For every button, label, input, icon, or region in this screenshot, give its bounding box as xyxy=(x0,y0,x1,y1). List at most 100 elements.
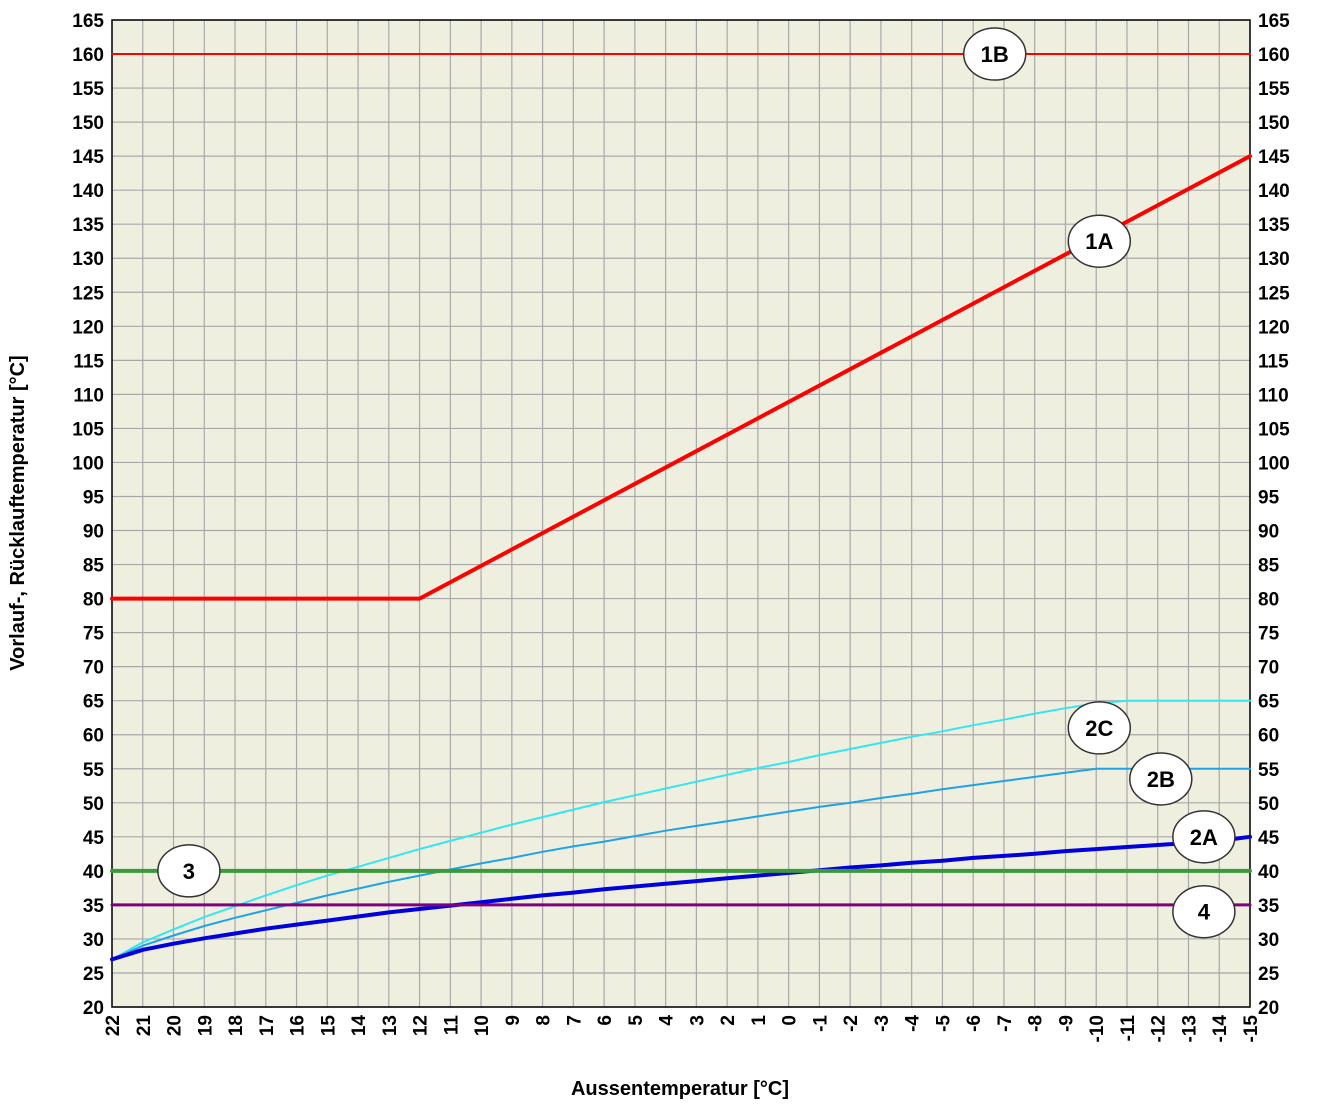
x-tick-label: -8 xyxy=(1026,1015,1047,1032)
y-axis-title: Vorlauf-, Rücklauftemperatur [°C] xyxy=(7,355,29,670)
y-tick-label-right: 95 xyxy=(1258,487,1280,508)
x-tick-label: 22 xyxy=(103,1015,124,1036)
x-tick-label: -9 xyxy=(1056,1015,1077,1032)
y-tick-label-left: 25 xyxy=(83,964,105,985)
annotation-bubble xyxy=(1172,810,1236,864)
y-tick-label-left: 90 xyxy=(83,522,104,543)
y-tick-label-left: 50 xyxy=(83,794,104,815)
x-tick-label: -3 xyxy=(872,1015,893,1032)
annotation-label: 2A xyxy=(1190,825,1218,850)
x-tick-label: -1 xyxy=(810,1015,831,1032)
x-tick-label: 8 xyxy=(534,1015,555,1026)
series-line-2b xyxy=(111,767,1251,961)
annotation-bubble xyxy=(1067,214,1132,268)
y-tick-label-left: 95 xyxy=(83,487,105,508)
x-tick-label: 13 xyxy=(380,1015,401,1036)
y-axis-left-ticks: 20 25 30 35 40 45 50 55 60 65 70 75 80 85 90 95 100 105 11… xyxy=(72,11,104,1019)
y-tick-label-right: 75 xyxy=(1258,624,1280,645)
y-tick-label-left: 145 xyxy=(72,147,104,168)
x-tick-label: 10 xyxy=(472,1015,493,1036)
x-tick-label: 12 xyxy=(411,1015,432,1036)
y-tick-label-right: 105 xyxy=(1258,419,1290,440)
y-tick-label-left: 100 xyxy=(72,453,104,474)
y-tick-label-left: 85 xyxy=(83,556,105,577)
x-tick-label: -13 xyxy=(1179,1015,1200,1042)
x-tick-label: -7 xyxy=(995,1015,1016,1032)
y-tick-label-right: 45 xyxy=(1258,828,1280,849)
y-tick-label-left: 165 xyxy=(72,11,104,32)
y-tick-label-right: 85 xyxy=(1258,556,1280,577)
y-tick-label-right: 120 xyxy=(1258,317,1290,338)
x-tick-label: -2 xyxy=(841,1015,862,1032)
y-tick-label-left: 35 xyxy=(83,896,105,917)
y-tick-label-right: 150 xyxy=(1258,113,1290,134)
y-tick-label-left: 60 xyxy=(83,726,104,747)
y-tick-label-left: 75 xyxy=(83,624,105,645)
x-tick-label: 20 xyxy=(165,1015,186,1036)
y-tick-label-left: 120 xyxy=(72,317,104,338)
series-line-1a xyxy=(110,154,1252,601)
x-tick-label: -15 xyxy=(1241,1015,1262,1043)
y-tick-label-right: 140 xyxy=(1258,181,1290,202)
y-tick-label-right: 55 xyxy=(1258,760,1280,781)
plot-border xyxy=(111,19,1251,1008)
y-tick-label-right: 145 xyxy=(1258,147,1290,168)
annotation-label: 4 xyxy=(1198,900,1211,925)
y-tick-label-left: 140 xyxy=(72,181,104,202)
x-tick-label: 9 xyxy=(503,1015,524,1026)
annotation-bubble xyxy=(1172,884,1236,939)
plot-background xyxy=(112,20,1250,1007)
annotation-label: 3 xyxy=(183,859,195,884)
y-tick-label-left: 125 xyxy=(72,283,104,304)
annotation-2a: 2A xyxy=(1172,810,1236,864)
x-tick-label: -10 xyxy=(1087,1015,1108,1042)
x-tick-label: 16 xyxy=(288,1015,309,1036)
y-tick-label-left: 80 xyxy=(83,590,104,611)
x-tick-label: 15 xyxy=(318,1015,339,1037)
annotation-label: 1A xyxy=(1085,229,1113,254)
y-tick-label-right: 90 xyxy=(1258,522,1279,543)
y-tick-label-right: 25 xyxy=(1258,964,1280,985)
x-tick-label: 14 xyxy=(349,1015,370,1037)
y-tick-label-left: 45 xyxy=(83,828,105,849)
x-tick-label: 5 xyxy=(626,1015,647,1026)
y-tick-label-right: 30 xyxy=(1258,930,1279,951)
series-line-2a xyxy=(110,834,1252,962)
y-tick-label-right: 100 xyxy=(1258,453,1290,474)
annotation-bubble xyxy=(1129,752,1193,806)
x-tick-label: -6 xyxy=(964,1015,985,1032)
x-tick-label: 21 xyxy=(134,1015,155,1037)
series-layer xyxy=(110,53,1252,962)
y-tick-label-left: 115 xyxy=(73,351,104,372)
x-tick-label: 2 xyxy=(718,1015,739,1026)
x-axis-ticks: 22 21 20 19 18 17 16 15 14 13 12 11 10 9 8 7 6 5 4 3 2 1 0 -1 -2… xyxy=(103,1015,1262,1043)
y-tick-label-left: 70 xyxy=(83,658,104,679)
annotation-3: 3 xyxy=(157,844,221,898)
y-tick-label-right: 130 xyxy=(1258,249,1290,270)
y-tick-label-right: 155 xyxy=(1258,79,1290,100)
y-axis-right-ticks: 20 25 30 35 40 45 50 55 60 65 70 75 80 85 90 95 100 105 11… xyxy=(1258,11,1290,1019)
x-tick-label: 19 xyxy=(195,1015,216,1036)
y-tick-label-left: 20 xyxy=(83,998,104,1019)
y-tick-label-right: 50 xyxy=(1258,794,1279,815)
y-tick-label-right: 110 xyxy=(1258,385,1289,406)
x-tick-label: -4 xyxy=(903,1015,924,1032)
y-tick-label-right: 135 xyxy=(1258,215,1290,236)
y-tick-label-right: 80 xyxy=(1258,590,1279,611)
annotations-layer: 1B 1A 2C 2B 2A 3 4 xyxy=(157,27,1236,939)
y-tick-label-left: 135 xyxy=(72,215,104,236)
y-tick-label-right: 165 xyxy=(1258,11,1290,32)
y-tick-label-left: 155 xyxy=(72,79,104,100)
y-tick-label-left: 160 xyxy=(72,45,104,66)
annotation-bubble xyxy=(962,27,1027,81)
y-tick-label-left: 130 xyxy=(72,249,104,270)
y-tick-label-right: 35 xyxy=(1258,896,1280,917)
annotation-bubble xyxy=(157,844,221,898)
annotation-4: 4 xyxy=(1172,884,1236,939)
series-line-2c xyxy=(111,699,1251,961)
x-tick-label: 18 xyxy=(226,1015,247,1036)
x-tick-label: 1 xyxy=(749,1015,770,1026)
y-tick-label-right: 60 xyxy=(1258,726,1279,747)
annotation-label: 2C xyxy=(1085,716,1113,741)
